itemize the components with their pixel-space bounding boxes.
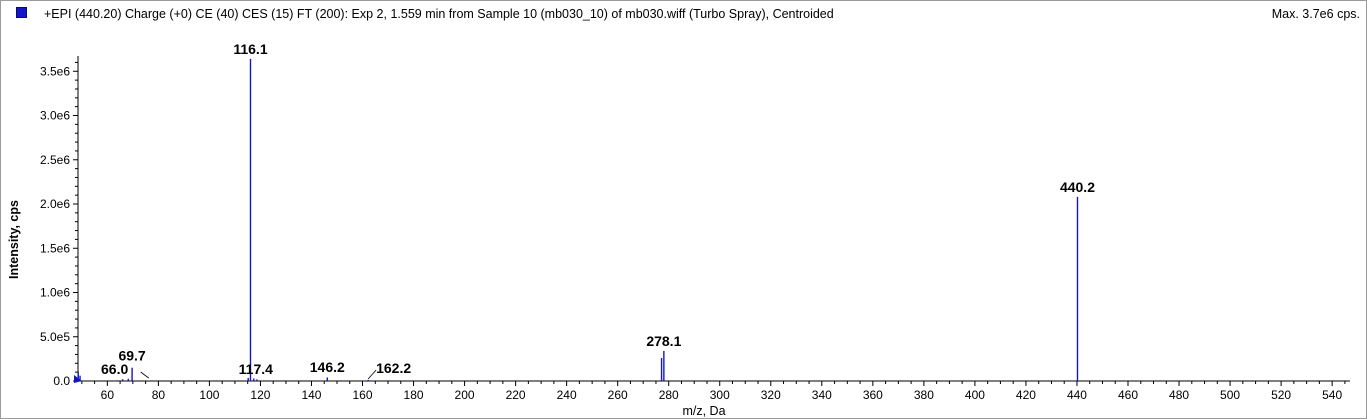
x-tick-label: 500 [1220, 388, 1240, 402]
x-tick-label: 320 [761, 388, 781, 402]
y-tick-label: 1.0e6 [40, 286, 70, 300]
x-tick-label: 160 [352, 388, 372, 402]
y-tick-label: 5.0e5 [40, 330, 70, 344]
x-tick-label: 200 [455, 388, 475, 402]
peak-label: 117.4 [239, 361, 273, 377]
x-tick-label: 260 [608, 388, 628, 402]
x-tick-label: 520 [1271, 388, 1291, 402]
x-tick-label: 80 [152, 388, 166, 402]
x-tick-label: 380 [914, 388, 934, 402]
peak-label: 278.1 [646, 333, 681, 349]
peak-label: 69.7 [118, 348, 145, 364]
x-tick-label: 240 [557, 388, 577, 402]
peak-label: 146.2 [310, 359, 345, 375]
x-tick-label: 100 [199, 388, 219, 402]
x-tick-label: 420 [1016, 388, 1036, 402]
x-tick-label: 180 [404, 388, 424, 402]
spectrum-title: +EPI (440.20) Charge (+0) CE (40) CES (1… [44, 7, 834, 21]
y-tick-label: 3.5e6 [40, 64, 70, 78]
x-axis-title: m/z, Da [682, 404, 725, 418]
x-tick-label: 140 [301, 388, 321, 402]
x-tick-label: 540 [1322, 388, 1342, 402]
y-tick-label: 0.0 [53, 374, 70, 388]
peak-label: 440.2 [1060, 179, 1095, 195]
y-tick-label: 1.5e6 [40, 241, 70, 255]
peak-label: 116.1 [233, 41, 267, 57]
y-axis-title: Intensity, cps [7, 200, 21, 279]
range-start-marker [74, 375, 82, 383]
x-tick-label: 340 [812, 388, 832, 402]
peak-label: 66.0 [101, 361, 128, 377]
series-color-swatch [16, 7, 27, 18]
y-tick-label: 2.0e6 [40, 197, 70, 211]
x-tick-label: 360 [863, 388, 883, 402]
x-tick-label: 60 [101, 388, 115, 402]
x-tick-label: 120 [250, 388, 270, 402]
y-tick-label: 2.5e6 [40, 153, 70, 167]
max-intensity-label: Max. 3.7e6 cps. [1271, 7, 1360, 21]
x-tick-label: 460 [1118, 388, 1138, 402]
x-tick-label: 220 [506, 388, 526, 402]
x-tick-label: 300 [710, 388, 730, 402]
x-tick-label: 280 [659, 388, 679, 402]
x-tick-label: 480 [1169, 388, 1189, 402]
y-tick-label: 3.0e6 [40, 109, 70, 123]
annotation-leader [367, 369, 377, 380]
x-tick-label: 400 [965, 388, 985, 402]
annotation-leader [140, 371, 149, 379]
x-tick-label: 440 [1067, 388, 1087, 402]
peak-label: 162.2 [376, 360, 411, 376]
